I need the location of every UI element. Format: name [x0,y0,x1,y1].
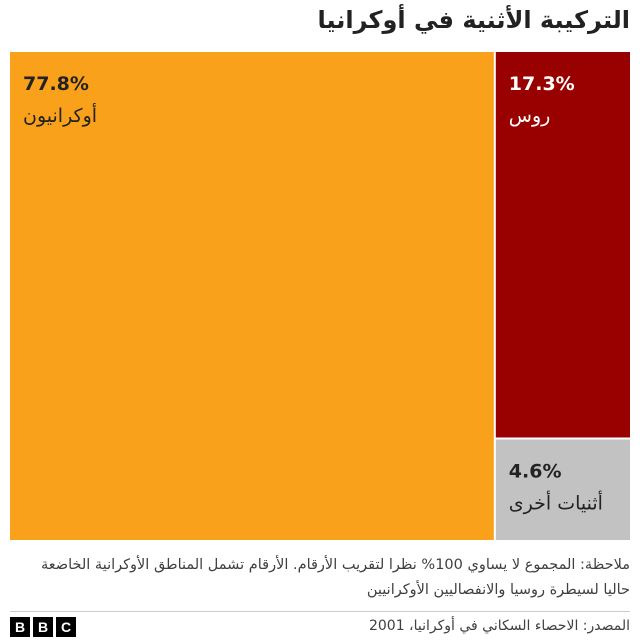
logo-letter: B [10,617,30,637]
value-label: 77.8% [23,73,89,95]
source: المصدر: الاحصاء السكاني في أوكرانيا، 200… [368,618,630,634]
value-label: 17.3% [509,73,575,95]
logo-letter: C [56,617,76,637]
note: ملاحظة: المجموع لا يساوي 100% نظرا لتقري… [41,557,630,598]
category-label: روس [509,105,551,127]
chart: 77.8% أوكرانيون 17.3% روس 4.6% أثنيات أخرى [10,52,630,540]
category-label: أوكرانيون [23,103,97,127]
chart-title: التركيبة الأثنية في أوكرانيا [317,6,630,34]
separator [10,611,630,612]
treemap-cell [495,439,630,540]
treemap-cell [10,52,494,540]
value-label: 4.6% [509,460,562,482]
category-label: أثنيات أخرى [509,490,603,514]
logo-letter: B [33,617,53,637]
treemap-cell [495,52,630,438]
